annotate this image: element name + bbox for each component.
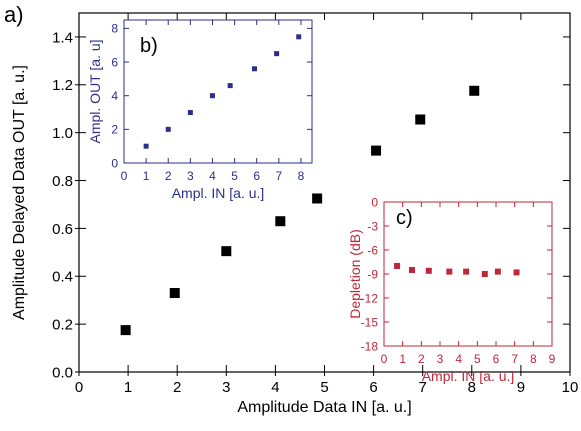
x-tick-label: 9: [549, 352, 556, 366]
data-point: [394, 263, 401, 269]
data-point: [227, 83, 233, 89]
x-tick-label: 1: [399, 352, 406, 366]
y-tick-label: 0: [111, 156, 118, 170]
x-tick-label: 0: [121, 169, 128, 183]
x-tick-label: 5: [320, 379, 328, 396]
x-tick-label: 2: [418, 352, 425, 366]
x-tick-label: 3: [222, 379, 230, 396]
data-point: [425, 267, 432, 274]
data-point: [296, 34, 302, 40]
data-point: [446, 268, 453, 275]
data-point: [274, 51, 280, 57]
x-tick-label: 10: [562, 379, 579, 396]
data-point: [209, 93, 215, 99]
data-point: [469, 85, 480, 96]
x-tick-label: 7: [275, 169, 282, 183]
x-tick-label: 0: [381, 352, 388, 366]
x-tick-label: 2: [173, 379, 181, 396]
x-tick-label: 1: [143, 169, 150, 183]
data-point: [169, 288, 180, 299]
x-tick-label: 1: [124, 379, 132, 396]
x-tick-label: 4: [455, 352, 462, 366]
data-point: [165, 126, 171, 132]
panel-label: b): [140, 35, 158, 57]
x-tick-label: 0: [75, 379, 83, 396]
data-point: [494, 268, 501, 275]
x-tick-label: 7: [511, 352, 518, 366]
y-tick-label: 6: [111, 55, 118, 69]
y-tick-label: 1.2: [52, 77, 73, 94]
chart-panel-2: 0 1 2 3 4 5 6 7 8 0 2 4 6 8 Ampl. IN [a. u.] Ampl. OUT …: [87, 19, 313, 201]
data-point: [415, 114, 426, 125]
y-axis-label: Amplitude Delayed Data OUT [a. u.]: [11, 65, 28, 320]
y-axis-label: Depletion (dB): [347, 229, 363, 319]
x-tick-label: 9: [517, 379, 525, 396]
x-tick-label: 7: [419, 379, 427, 396]
data-point: [513, 269, 520, 276]
y-tick-label: -9: [367, 267, 378, 281]
data-point: [143, 143, 149, 149]
x-tick-label: 5: [231, 169, 238, 183]
y-tick-label: 1.0: [52, 125, 73, 142]
x-tick-label: 8: [298, 169, 305, 183]
y-tick-label: 0.0: [52, 364, 73, 381]
data-point: [187, 110, 193, 116]
x-tick-label: 3: [437, 352, 444, 366]
data-point: [463, 268, 470, 275]
data-point: [481, 271, 488, 277]
y-tick-label: -15: [361, 315, 379, 329]
y-tick-label: -3: [367, 219, 378, 233]
data-point: [371, 145, 382, 156]
y-tick-label: 2: [111, 123, 118, 137]
y-axis-label: Ampl. OUT [a. u]: [87, 40, 103, 144]
x-tick-label: 4: [271, 379, 279, 396]
y-tick-label: -6: [367, 243, 378, 257]
panel-label: a): [4, 2, 24, 27]
x-tick-label: 5: [474, 352, 481, 366]
y-tick-label: 0: [371, 195, 378, 209]
y-tick-label: 4: [111, 89, 118, 103]
data-point: [409, 267, 415, 273]
x-tick-label: 6: [369, 379, 377, 396]
x-axis-label: Ampl. IN [a. u.]: [172, 185, 265, 201]
x-tick-label: 8: [530, 352, 537, 366]
data-point: [275, 216, 286, 227]
plot-frame: [123, 19, 313, 164]
panel-label: c): [396, 207, 413, 229]
y-tick-label: -18: [361, 339, 379, 353]
x-tick-label: 6: [253, 169, 260, 183]
data-point: [120, 325, 131, 336]
x-tick-label: 2: [165, 169, 172, 183]
data-point: [221, 246, 232, 257]
x-tick-label: 3: [187, 169, 194, 183]
inset-background: [124, 20, 312, 163]
y-tick-label: -12: [361, 291, 379, 305]
x-axis-label: Amplitude Data IN [a. u.]: [237, 399, 411, 416]
y-tick-label: 0.4: [52, 269, 73, 286]
y-tick-label: 0.2: [52, 317, 73, 334]
data-point: [312, 193, 323, 204]
chart-panel-1: 0 1 2 3 4 5 6 7 8 9 100.00.20.40.60.81.01.21.4Ampl…: [4, 2, 578, 416]
x-tick-label: 8: [468, 379, 476, 396]
x-tick-label: 4: [209, 169, 216, 183]
y-tick-label: 0.8: [52, 173, 73, 190]
x-axis-label: Ampl. IN [a. u.]: [422, 368, 515, 384]
x-tick-label: 6: [493, 352, 500, 366]
y-tick-label: 0.6: [52, 221, 73, 238]
data-point: [251, 66, 257, 72]
y-tick-label: 8: [111, 22, 118, 36]
y-tick-label: 1.4: [52, 29, 73, 46]
